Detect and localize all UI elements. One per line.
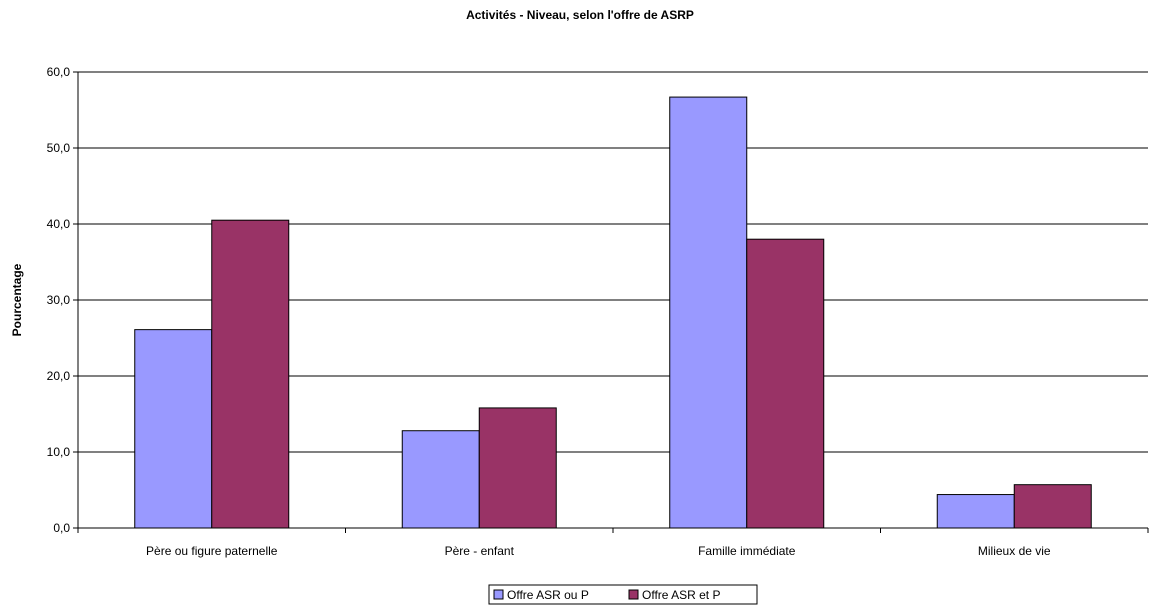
y-tick-label: 0,0 — [53, 521, 70, 535]
x-tick-labels: Père ou figure paternelle Père - enfant Fa… — [146, 544, 1051, 558]
bar-2-3 — [746, 238, 825, 529]
bar-1-1 — [134, 329, 213, 529]
y-tick-label: 20,0 — [47, 369, 71, 383]
y-tick-label: 40,0 — [47, 217, 71, 231]
bar-1-2 — [401, 430, 480, 529]
y-tick-label: 10,0 — [47, 445, 71, 459]
legend-swatch-1 — [493, 589, 504, 600]
y-tick-labels: 0,0 10,0 20,0 30,0 40,0 50,0 60,0 — [47, 65, 71, 535]
legend-label-2: Offre ASR et P — [642, 588, 720, 602]
x-tick-label: Père ou figure paternelle — [146, 544, 278, 558]
x-tick-label: Père - enfant — [445, 544, 515, 558]
y-tick-label: 60,0 — [47, 65, 71, 79]
bar-1-3 — [669, 96, 748, 529]
legend-box — [488, 584, 758, 605]
chart-title: Activités - Niveau, selon l'offre de ASR… — [466, 8, 694, 22]
y-axis-label: Pourcentage — [10, 263, 24, 336]
axes — [73, 71, 1149, 533]
legend-label-1: Offre ASR ou P — [507, 588, 589, 602]
y-tick-label: 50,0 — [47, 141, 71, 155]
bar-1-4 — [936, 494, 1015, 529]
x-tick-label: Famille immédiate — [698, 544, 796, 558]
bar-2-2 — [478, 407, 557, 529]
x-tick-label: Milieux de vie — [978, 544, 1051, 558]
legend: Offre ASR ou P Offre ASR et P — [488, 584, 758, 605]
y-tick-label: 30,0 — [47, 293, 71, 307]
bars — [134, 96, 1092, 529]
legend-swatch-2 — [628, 589, 639, 600]
bar-2-4 — [1013, 484, 1092, 529]
bar-2-1 — [211, 219, 290, 529]
